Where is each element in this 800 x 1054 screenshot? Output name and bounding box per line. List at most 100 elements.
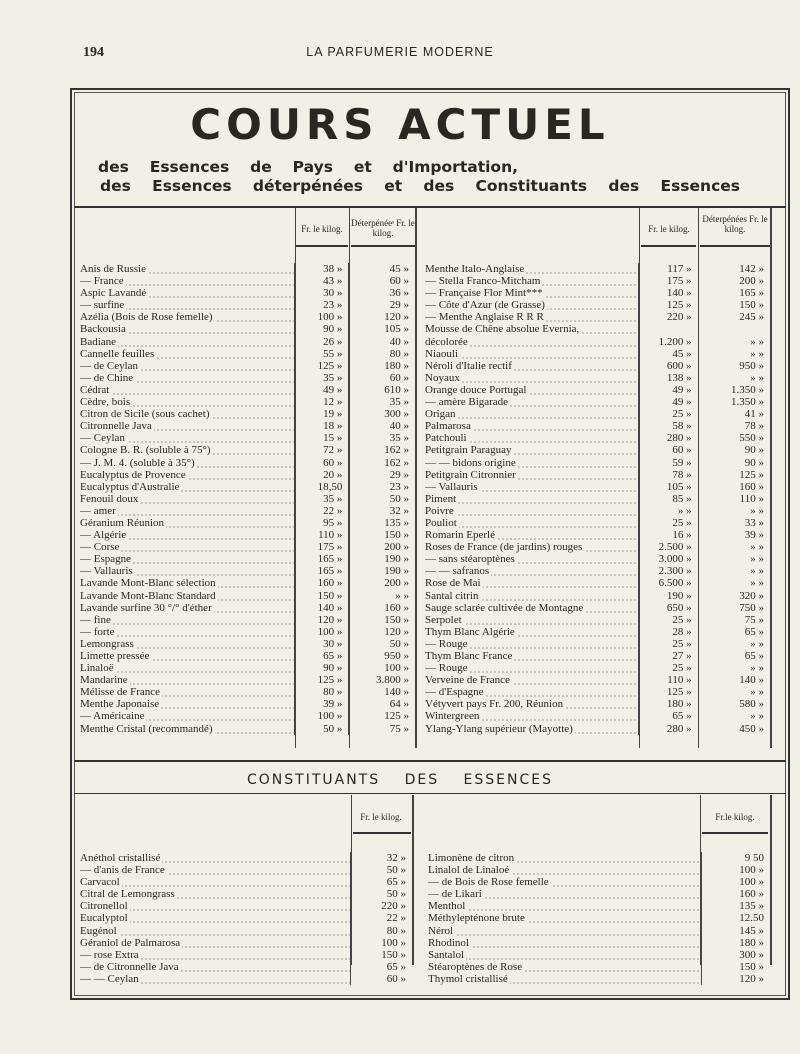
essence-name: — fine bbox=[80, 613, 295, 626]
table-row: Menthe Japonaise 39 » 64 » bbox=[80, 698, 415, 711]
price-value: 12.50 bbox=[700, 912, 770, 925]
table-row: Eucalyptus d'Australie 18,50 23 » bbox=[80, 480, 415, 493]
name-text: Orange douce Portugal bbox=[425, 383, 529, 396]
table-row: Géranium Réunion 95 » 135 » bbox=[80, 516, 415, 530]
price-value: 190 » bbox=[637, 589, 699, 602]
name-text: — forte bbox=[80, 625, 117, 638]
name-text: Mélisse de France bbox=[80, 686, 163, 699]
name-text: Petitgrain Citronnier bbox=[425, 468, 518, 481]
name-text: — France bbox=[80, 275, 126, 288]
deterpenated-price-value: 190 » bbox=[348, 553, 415, 566]
col-header-price: Fr. le kilog. bbox=[648, 224, 690, 234]
journal-title: LA PARFUMERIE MODERNE bbox=[306, 45, 494, 59]
essence-name: Stéaroptènes de Rose bbox=[428, 960, 702, 973]
price-value: 39 » bbox=[293, 698, 349, 711]
col-header-deterp: Déterpénées Fr. le kilog. bbox=[702, 214, 768, 234]
subtitle-1: des Essences de Pays et d'Importation, bbox=[98, 158, 518, 176]
essence-name: Lavande Mont-Blanc sélection bbox=[80, 577, 295, 590]
price-value bbox=[637, 323, 699, 336]
essence-name: Géraniol de Palmarosa bbox=[80, 936, 351, 949]
name-text: — Stella Franco-Mitcham bbox=[425, 275, 543, 288]
essence-name: Noyaux bbox=[425, 371, 639, 384]
price-value: 49 » bbox=[637, 383, 699, 397]
name-text: Cologne B. R. (soluble à 75°) bbox=[80, 444, 213, 457]
col-header-price: Fr.le kilog. bbox=[715, 812, 755, 822]
table-row: Linaloë 90 » 100 » bbox=[80, 662, 415, 675]
deterpenated-price-value: » » bbox=[697, 504, 770, 517]
table-row: Fenouil doux 35 » 50 » bbox=[80, 492, 415, 505]
essence-name: Rose de Mai bbox=[425, 577, 639, 590]
deterpenated-price-value: 35 » bbox=[348, 432, 415, 445]
deterpenated-price-value: 450 » bbox=[697, 722, 770, 735]
table-row: — forte 100 » 120 » bbox=[80, 625, 415, 638]
table-row: — surfine 23 » 29 » bbox=[80, 299, 415, 312]
price-value: 26 » bbox=[293, 335, 349, 348]
table-row: Santalol 300 » bbox=[428, 948, 770, 961]
essence-name: Limette pressée bbox=[80, 650, 295, 663]
name-text: Eucalyptus d'Australie bbox=[80, 480, 182, 493]
essence-name: — France bbox=[80, 275, 295, 288]
table-row: Carvacol 65 » bbox=[80, 876, 412, 889]
table-row: — sans stéaroptènes 3.000 »» » bbox=[425, 553, 770, 566]
essence-name: Menthe Cristal (recommandé) bbox=[80, 722, 295, 735]
name-text: Anis de Russie bbox=[80, 263, 148, 275]
table-row: Palmarosa 58 » 78 » bbox=[425, 420, 770, 433]
price-value: 100 » bbox=[293, 311, 349, 324]
table-row: Cannelle feuilles 55 » 80 » bbox=[80, 347, 415, 360]
price-value: 49 » bbox=[293, 383, 349, 397]
table-row: Noyaux 138 »» » bbox=[425, 371, 770, 384]
essence-name: Poivre bbox=[425, 504, 639, 517]
name-text: — amer bbox=[80, 504, 118, 517]
price-value: 110 » bbox=[637, 674, 699, 687]
deterpenated-price-value: 140 » bbox=[348, 686, 415, 699]
essence-name: — amer bbox=[80, 504, 295, 517]
name-text: Niaouli bbox=[425, 347, 460, 360]
essence-name: Piment bbox=[425, 492, 639, 505]
price-value: 150 » bbox=[350, 948, 412, 961]
name-text: — Vallauris bbox=[80, 565, 135, 578]
price-value: 65 » bbox=[637, 710, 699, 723]
deterpenated-price-value: 32 » bbox=[348, 504, 415, 517]
price-value: 16 » bbox=[637, 529, 699, 542]
name-text: — Américaine bbox=[80, 710, 147, 723]
deterpenated-price-value: 120 » bbox=[348, 625, 415, 638]
divider bbox=[74, 206, 786, 208]
deterpenated-price-value: 29 » bbox=[348, 299, 415, 312]
deterpenated-price-value: 125 » bbox=[348, 710, 415, 723]
name-text: Anéthol cristallisé bbox=[80, 852, 163, 864]
table-row: — Américaine 100 » 125 » bbox=[80, 710, 415, 723]
price-value: 20 » bbox=[293, 468, 349, 481]
table-row: — de Bois de Rose femelle 100 » bbox=[428, 876, 770, 889]
name-text: Cannelle feuilles bbox=[80, 347, 157, 360]
price-value: 28 » bbox=[637, 625, 699, 638]
table-row: Nérol 145 » bbox=[428, 924, 770, 937]
essence-name: Rhodinol bbox=[428, 936, 702, 949]
deterpenated-price-value: 200 » bbox=[348, 577, 415, 590]
table-row: — Rouge 25 »» » bbox=[425, 637, 770, 650]
essence-name: — — bidons origine bbox=[425, 456, 639, 469]
table-row: Pouliot 25 » 33 » bbox=[425, 516, 770, 530]
price-value: 18,50 bbox=[293, 480, 349, 493]
table-row: Aspic Lavandé 30 » 36 » bbox=[80, 287, 415, 300]
deterpenated-price-value: 950 » bbox=[697, 359, 770, 372]
essence-name: Linaloë bbox=[80, 662, 295, 675]
deterpenated-price-value: 150 » bbox=[348, 529, 415, 542]
essence-name: Citronnelle Java bbox=[80, 420, 295, 433]
table-row: Vétyvert pays Fr. 200, Réunion 180 » 580 » bbox=[425, 698, 770, 711]
price-value: 220 » bbox=[637, 311, 699, 324]
price-value: 90 » bbox=[293, 323, 349, 336]
essence-name: — — safranos bbox=[425, 565, 639, 578]
name-text: Noyaux bbox=[425, 371, 462, 384]
essence-name: Vétyvert pays Fr. 200, Réunion bbox=[425, 698, 639, 711]
essence-name: Menthe Japonaise bbox=[80, 698, 295, 711]
essence-name: Néroli d'Italie rectif bbox=[425, 359, 639, 372]
essence-name: — Rouge bbox=[425, 637, 639, 650]
essence-name: Fenouil doux bbox=[80, 492, 295, 505]
name-text: Thymol cristallisé bbox=[428, 972, 510, 985]
price-value: 280 » bbox=[637, 722, 699, 735]
price-value: 100 » bbox=[350, 936, 412, 949]
price-value: 175 » bbox=[293, 541, 349, 554]
essence-name: Petitgrain Paraguay bbox=[425, 444, 639, 457]
essence-name: — sans stéaroptènes bbox=[425, 553, 639, 566]
name-text: Patchouli bbox=[425, 432, 469, 445]
